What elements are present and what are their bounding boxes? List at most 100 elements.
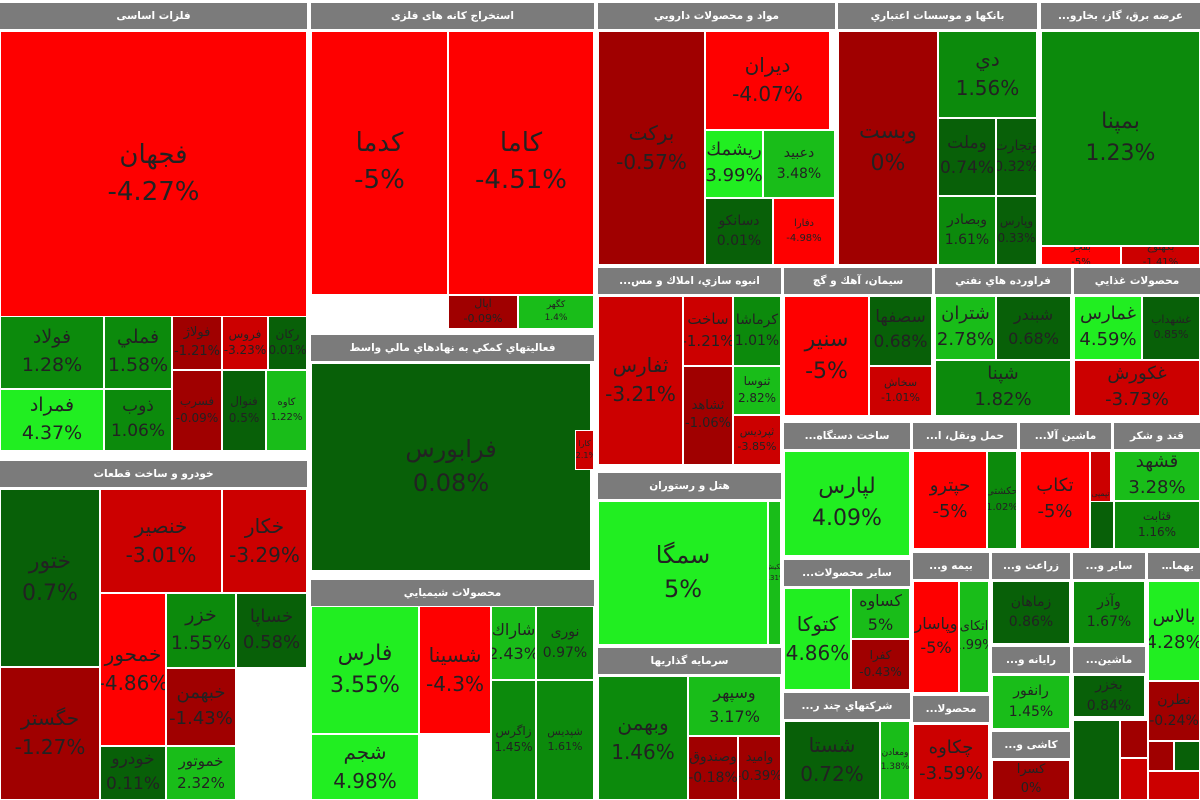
sector-header[interactable]: قند و شکر xyxy=(1114,423,1200,449)
stock-tile[interactable]: خزر 1.55% xyxy=(166,593,236,668)
stock-tile[interactable]: كرماشا 1.01% xyxy=(733,296,781,366)
stock-tile[interactable]: وپارس 0.33% xyxy=(996,196,1037,265)
stock-tile[interactable]: نطرن -0.24% xyxy=(1148,681,1200,741)
sector-header[interactable]: هتل و رستوران xyxy=(598,473,781,499)
stock-tile[interactable]: ركان 0.01% xyxy=(268,316,307,370)
stock-tile[interactable]: حگستر -1.27% xyxy=(0,667,100,800)
stock-tile[interactable]: کتوکا 4.86% xyxy=(784,588,851,690)
stock-tile[interactable]: غكورش -3.73% xyxy=(1074,360,1200,416)
sector-header[interactable]: محصولات شيميايي xyxy=(311,580,594,606)
stock-tile[interactable]: فمراد 4.37% xyxy=(0,389,104,451)
stock-tile[interactable]: وملت 0.74% xyxy=(938,118,996,196)
stock-tile[interactable]: سخاش -1.01% xyxy=(869,366,932,416)
stock-tile[interactable]: سصفها 0.68% xyxy=(869,296,932,366)
stock-tile[interactable]: ساخت -1.21% xyxy=(683,296,733,366)
stock-tile[interactable]: لپارس 4.09% xyxy=(784,451,910,556)
stock-tile[interactable]: زماهان 0.86% xyxy=(992,581,1070,644)
stock-tile[interactable]: بخزر 0.84% xyxy=(1073,675,1145,717)
stock-tile[interactable]: شاراك 2.43% xyxy=(491,606,536,680)
stock-tile[interactable]: فجهان -4.27% xyxy=(0,31,307,319)
sector-header[interactable]: سيمان، آهك و گچ xyxy=(784,268,932,294)
stock-tile[interactable]: وبهمن 1.46% xyxy=(598,676,688,800)
stock-tile[interactable]: فسرب -0.09% xyxy=(172,370,222,451)
stock-tile[interactable]: فملي 1.58% xyxy=(104,316,172,389)
stock-tile[interactable]: کفرا -0.43% xyxy=(851,639,910,690)
stock-tile[interactable]: قثابت 1.16% xyxy=(1114,501,1200,549)
minor-stock-tile[interactable] xyxy=(1073,720,1120,800)
sector-header[interactable]: محصولات غذايي xyxy=(1074,268,1200,294)
stock-tile[interactable]: ديران -4.07% xyxy=(705,31,830,130)
sector-header[interactable]: حمل ونقل، ا... xyxy=(913,423,1017,449)
stock-tile[interactable]: خنصير -3.01% xyxy=(100,489,222,593)
sector-header[interactable]: سرمايه گذاريها xyxy=(598,648,781,674)
stock-tile[interactable]: بکهنوج -1.41% xyxy=(1121,246,1200,265)
stock-tile[interactable]: ومعادن 1.38% xyxy=(880,721,910,800)
stock-tile[interactable]: فولاژ -1.21% xyxy=(172,316,222,370)
stock-tile[interactable]: فروس -3.23% xyxy=(222,316,268,370)
stock-tile[interactable]: قشهد 3.28% xyxy=(1114,451,1200,501)
minor-stock-tile[interactable] xyxy=(1174,741,1200,771)
stock-tile[interactable]: وبصادر 1.61% xyxy=(938,196,996,265)
stock-tile[interactable]: خودرو 0.11% xyxy=(100,746,166,800)
minor-stock-tile[interactable] xyxy=(1120,720,1148,758)
stock-tile[interactable]: وبست 0% xyxy=(838,31,938,265)
sector-header[interactable]: شرکتهاي چند ر... xyxy=(784,693,910,719)
minor-stock-tile[interactable] xyxy=(1090,501,1114,549)
stock-tile[interactable]: کاما -4.51% xyxy=(448,31,594,295)
stock-tile[interactable]: کاوه 1.22% xyxy=(266,370,307,451)
minor-stock-tile[interactable] xyxy=(1148,741,1174,771)
stock-tile[interactable]: اپال -0.09% xyxy=(448,295,518,329)
stock-tile[interactable]: خبهمن -1.43% xyxy=(166,668,236,746)
stock-tile[interactable]: غشهداب 0.85% xyxy=(1142,296,1200,360)
stock-tile[interactable]: وصندوق -0.18% xyxy=(688,736,738,800)
stock-tile[interactable]: ذوب 1.06% xyxy=(104,389,172,451)
sector-header[interactable]: انبوه سازي، املاك و مس... xyxy=(598,268,781,294)
stock-tile[interactable]: شستا 0.72% xyxy=(784,721,880,800)
minor-stock-tile[interactable] xyxy=(1148,771,1200,800)
sector-header[interactable]: ماشین... xyxy=(1073,647,1145,673)
sector-header[interactable]: ماشين آلا... xyxy=(1020,423,1111,449)
stock-tile[interactable]: کارا -2.1% xyxy=(575,430,594,470)
stock-tile[interactable]: حپترو -5% xyxy=(913,451,987,549)
stock-tile[interactable]: نوری 0.97% xyxy=(536,606,594,680)
stock-tile[interactable]: کدما -5% xyxy=(311,31,448,295)
sector-header[interactable]: بانکها و موسسات اعتباري xyxy=(838,3,1037,29)
sector-header[interactable]: بیمه و... xyxy=(913,553,989,579)
sector-header[interactable]: بهمای... xyxy=(1148,553,1200,579)
stock-tile[interactable]: بفجر -5% xyxy=(1041,246,1121,265)
sector-header[interactable]: کاشی و... xyxy=(992,732,1070,758)
stock-tile[interactable]: سنیر -5% xyxy=(784,296,869,416)
stock-tile[interactable]: شسينا -4.3% xyxy=(419,606,491,734)
stock-tile[interactable]: چکاوه -3.59% xyxy=(913,724,989,800)
stock-tile[interactable]: حكشتی 1.02% xyxy=(987,451,1017,549)
sector-header[interactable]: مواد و محصولات دارويي xyxy=(598,3,835,29)
stock-tile[interactable]: وامید -0.39% xyxy=(738,736,781,800)
stock-tile[interactable]: رانفور 1.45% xyxy=(992,675,1070,729)
stock-tile[interactable]: شپدیس 1.61% xyxy=(536,680,594,800)
sector-header[interactable]: رایانه و... xyxy=(992,647,1070,673)
stock-tile[interactable]: خساپا 0.58% xyxy=(236,593,307,668)
stock-tile[interactable]: ريشمك 3.99% xyxy=(705,130,763,198)
stock-tile[interactable]: شتران 2.78% xyxy=(935,296,996,360)
stock-tile[interactable]: کسرا 0% xyxy=(992,760,1070,800)
stock-tile[interactable]: گكیش3.31% xyxy=(768,501,781,645)
stock-tile[interactable]: کساوه 5% xyxy=(851,588,910,639)
stock-tile[interactable]: ثنوسا 2.82% xyxy=(733,366,781,415)
stock-tile[interactable]: سمگا 5% xyxy=(598,501,768,645)
sector-header[interactable]: ساخت دستگاه... xyxy=(784,423,910,449)
stock-tile[interactable]: وپاسار -5% xyxy=(913,581,959,693)
stock-tile[interactable]: برکت -0.57% xyxy=(598,31,705,265)
stock-tile[interactable]: بالاس 4.28% xyxy=(1148,581,1200,681)
sector-header[interactable]: خودرو و ساخت قطعات xyxy=(0,461,307,487)
stock-tile[interactable]: وسپهر 3.17% xyxy=(688,676,781,736)
stock-tile[interactable]: شجم 4.98% xyxy=(311,734,419,800)
minor-stock-tile[interactable] xyxy=(1120,758,1148,800)
stock-tile[interactable]: ختور 0.7% xyxy=(0,489,100,667)
stock-tile[interactable]: شپنا 1.82% xyxy=(935,360,1071,416)
stock-tile[interactable]: دفارا -4.98% xyxy=(773,198,835,265)
sector-header[interactable]: محصولا... xyxy=(913,696,989,722)
sector-header[interactable]: سایر محصولات... xyxy=(784,560,910,586)
stock-tile[interactable]: دعبيد 3.48% xyxy=(763,130,835,198)
stock-tile[interactable]: فارس 3.55% xyxy=(311,606,419,734)
stock-tile[interactable]: وآذر 1.67% xyxy=(1073,581,1145,644)
